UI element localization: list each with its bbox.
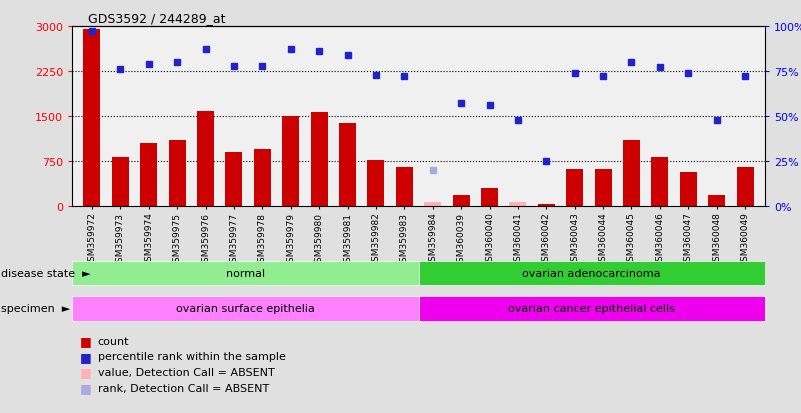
Bar [418,261,765,286]
Text: value, Detection Call = ABSENT: value, Detection Call = ABSENT [98,367,275,377]
Bar [453,196,469,206]
Text: rank, Detection Call = ABSENT: rank, Detection Call = ABSENT [98,383,269,393]
Bar [623,140,640,206]
Text: specimen  ►: specimen ► [1,304,70,314]
Bar [708,196,725,206]
Text: GDS3592 / 244289_at: GDS3592 / 244289_at [88,12,226,25]
Bar [537,205,555,206]
Bar [566,169,583,206]
Bar [112,157,129,206]
Bar [651,157,668,206]
Bar [83,30,100,206]
Bar [737,168,754,206]
Bar [311,113,328,206]
Bar [140,144,157,206]
Bar [339,124,356,206]
Text: ■: ■ [80,350,92,363]
Bar [418,297,765,321]
Text: percentile rank within the sample: percentile rank within the sample [98,351,286,361]
Text: count: count [98,336,129,346]
Text: ovarian adenocarcinoma: ovarian adenocarcinoma [522,268,661,279]
Bar [425,203,441,206]
Bar [72,261,418,286]
Bar [680,172,697,206]
Bar [225,152,243,206]
Bar [509,202,526,206]
Text: ■: ■ [80,366,92,379]
Text: ovarian cancer epithelial cells: ovarian cancer epithelial cells [509,304,675,314]
Bar [481,188,498,206]
Bar [197,112,214,206]
Bar [368,161,384,206]
Bar [169,140,186,206]
Text: normal: normal [226,268,265,279]
Bar [254,150,271,206]
Text: ovarian surface epithelia: ovarian surface epithelia [176,304,315,314]
Text: ■: ■ [80,334,92,347]
Text: disease state  ►: disease state ► [1,268,91,279]
Bar [594,169,612,206]
Bar [72,297,418,321]
Text: ■: ■ [80,381,92,394]
Bar [282,116,300,206]
Bar [396,168,413,206]
